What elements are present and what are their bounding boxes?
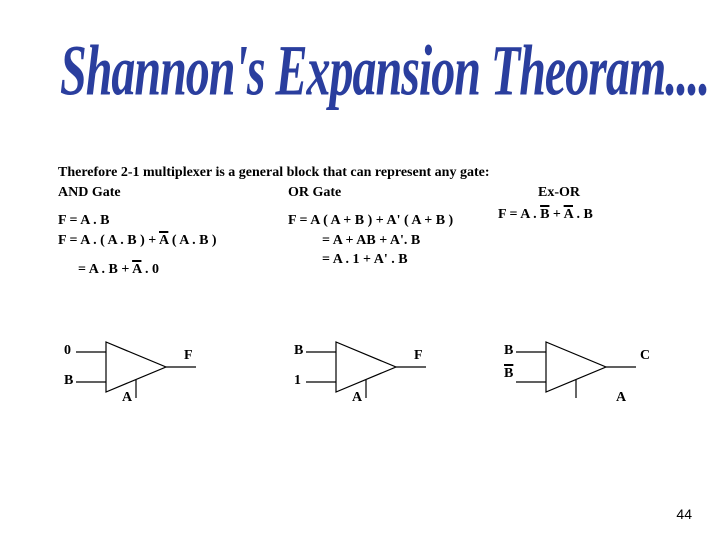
slide-title: Shannon's Expansion Theoram.... [60, 30, 709, 113]
mux-and-svg [58, 340, 228, 410]
and-eq2-bar: A [159, 233, 168, 248]
exor-column: Ex-OR F = A . B + A . B [498, 185, 700, 280]
mux-or-bot: 1 [294, 373, 301, 389]
exor-label: Ex-OR [498, 185, 700, 201]
or-label: OR Gate [288, 185, 498, 201]
exor-eq-post: . B [573, 207, 593, 222]
mux-or-sel: A [352, 390, 362, 406]
mux-exor: B B C A [498, 340, 700, 410]
intro-text: Therefore 2-1 multiplexer is a general b… [58, 165, 700, 181]
mux-or-top: B [294, 343, 303, 359]
and-label: AND Gate [58, 185, 288, 201]
mux-exor-sel: A [616, 390, 626, 406]
mux-and: 0 B F A [58, 340, 288, 410]
mux-diagrams: 0 B F A B 1 F A B B C A [58, 340, 700, 410]
and-column: AND Gate F = A . B F = A . ( A . B ) + A… [58, 185, 288, 280]
content-area: Therefore 2-1 multiplexer is a general b… [58, 165, 700, 280]
or-eq2: = A + AB + A'. B [288, 231, 498, 251]
mux-exor-bot: B [504, 366, 513, 382]
and-eq2: F = A . ( A . B ) + A ( A . B ) [58, 231, 288, 251]
mux-or: B 1 F A [288, 340, 498, 410]
exor-eq-bar2: A [564, 207, 573, 222]
exor-eq-pre: F = A . [498, 207, 540, 222]
and-eq2-pre: F = A . ( A . B ) + [58, 233, 159, 248]
or-column: OR Gate F = A ( A + B ) + A' ( A + B ) =… [288, 185, 498, 280]
mux-and-bot: B [64, 373, 73, 389]
mux-exor-top: B [504, 343, 513, 359]
mux-and-top: 0 [64, 343, 71, 359]
and-eq3: = A . B + A . 0 [58, 260, 288, 280]
or-eq1: F = A ( A + B ) + A' ( A + B ) [288, 211, 498, 231]
gate-columns: AND Gate F = A . B F = A . ( A . B ) + A… [58, 185, 700, 280]
and-eq3-post: . 0 [141, 262, 159, 277]
mux-and-out: F [184, 348, 193, 364]
mux-and-sel: A [122, 390, 132, 406]
mux-exor-out: C [640, 348, 650, 364]
mux-or-svg [288, 340, 458, 410]
page-number: 44 [676, 506, 692, 522]
exor-eq-mid: + [549, 207, 563, 222]
and-eq1: F = A . B [58, 211, 288, 231]
exor-eq: F = A . B + A . B [498, 205, 700, 225]
or-eq3: = A . 1 + A' . B [288, 250, 498, 270]
and-eq2-post: ( A . B ) [168, 233, 216, 248]
and-eq3-pre: = A . B + [78, 262, 132, 277]
mux-or-out: F [414, 348, 423, 364]
